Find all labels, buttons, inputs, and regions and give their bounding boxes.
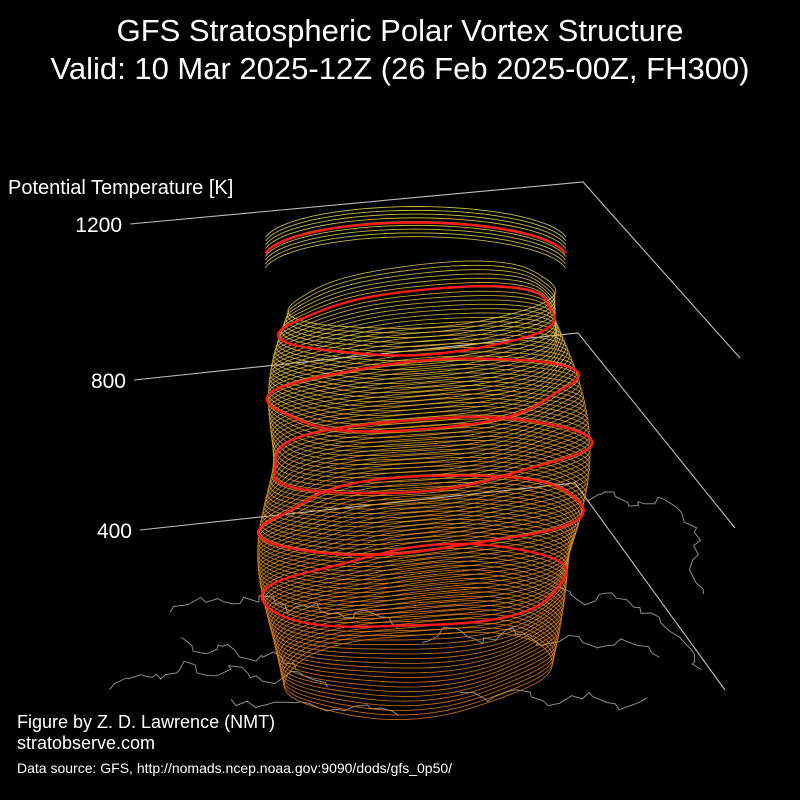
isosurface-ring [265,556,567,641]
isosurface-upper-arc [264,232,566,265]
isosurface-ring [270,393,588,470]
isosurface-ring [259,469,585,550]
isosurface-ring [268,376,585,452]
coastline-path [109,660,328,690]
isosurface-ring [287,260,557,329]
isosurface-ring [258,477,583,559]
isosurface-upper-arc [265,206,567,238]
isosurface-ring [257,506,573,589]
contour-ring-450 [260,542,568,628]
credit-author: Figure by Z. D. Lawrence (NMT) [17,712,276,732]
coastline-path [169,595,398,629]
isosurface-ring [267,355,578,430]
isosurface-ring [259,527,570,611]
isosurface-ring [264,552,568,637]
isosurface-ring [266,560,567,646]
isosurface-ring [258,522,570,607]
credit-site: stratobserve.com [17,733,156,753]
coastline-path [586,491,705,595]
isosurface-ring [268,334,569,407]
isosurface-ring [257,510,572,594]
coastline-path [459,689,647,711]
isosurface-ring [268,372,583,448]
isosurface-ring [269,573,565,660]
contour-ring-1150 [264,221,567,255]
isosurface-ring [271,578,564,664]
z-tick-labels: 400 800 1200 [75,214,132,543]
isosurface-upper-arc [264,236,566,269]
isosurface-ring [268,368,582,443]
isosurface-upper-arc [265,217,567,249]
z-tick-label-800: 800 [91,370,126,393]
axis-grid-line-800 [133,332,736,529]
isosurface-upper-arc [265,224,567,257]
isosurface-ring [283,273,556,343]
isosurface-ring [269,385,587,461]
isosurface-upper-arc [264,228,566,261]
isosurface-ring [282,277,556,348]
z-tick-label-400: 400 [97,520,132,543]
isosurface-ring [270,389,588,465]
chart-subtitle: Valid: 10 Mar 2025-12Z (26 Feb 2025-00Z,… [50,51,750,86]
title-block: GFS Stratospheric Polar Vortex Structure… [0,12,800,88]
contour-ring-850 [265,357,581,433]
isosurface-ring [257,514,572,598]
isosurface-ring [258,518,571,602]
isosurface-ring [268,351,576,425]
isosurface-ring [268,338,571,412]
contour-layer [256,221,594,628]
isosurface-ring [268,347,574,421]
coastline-layer [109,491,705,717]
isosurface-upper-arc [265,209,567,242]
z-axis-title: Potential Temperature [K] [8,177,233,199]
vortex-isosurface [257,206,591,721]
isosurface-ring [267,431,591,510]
coastline-path [559,587,702,670]
z-tick-label-1200: 1200 [75,214,122,237]
isosurface-ring [276,295,556,366]
contour-ring-1000 [276,284,556,357]
isosurface-ring [267,359,579,434]
axis-grid-line-1200 [129,181,741,359]
data-source: Data source: GFS, http://nomads.ncep.noa… [17,760,453,776]
isosurface-ring [273,308,558,380]
axis-frame [129,181,741,691]
credit-block: Figure by Z. D. Lawrence (NMT) stratobse… [17,712,452,777]
isosurface-ring [269,329,567,403]
isosurface-ring [274,303,557,375]
isosurface-ring [286,264,556,334]
isosurface-upper-arc [265,213,567,246]
coastline-path [230,698,400,717]
isosurface-ring [272,312,560,385]
chart-title: GFS Stratospheric Polar Vortex Structure [116,13,684,48]
isosurface-ring [269,380,586,457]
isosurface-ring [267,364,581,439]
